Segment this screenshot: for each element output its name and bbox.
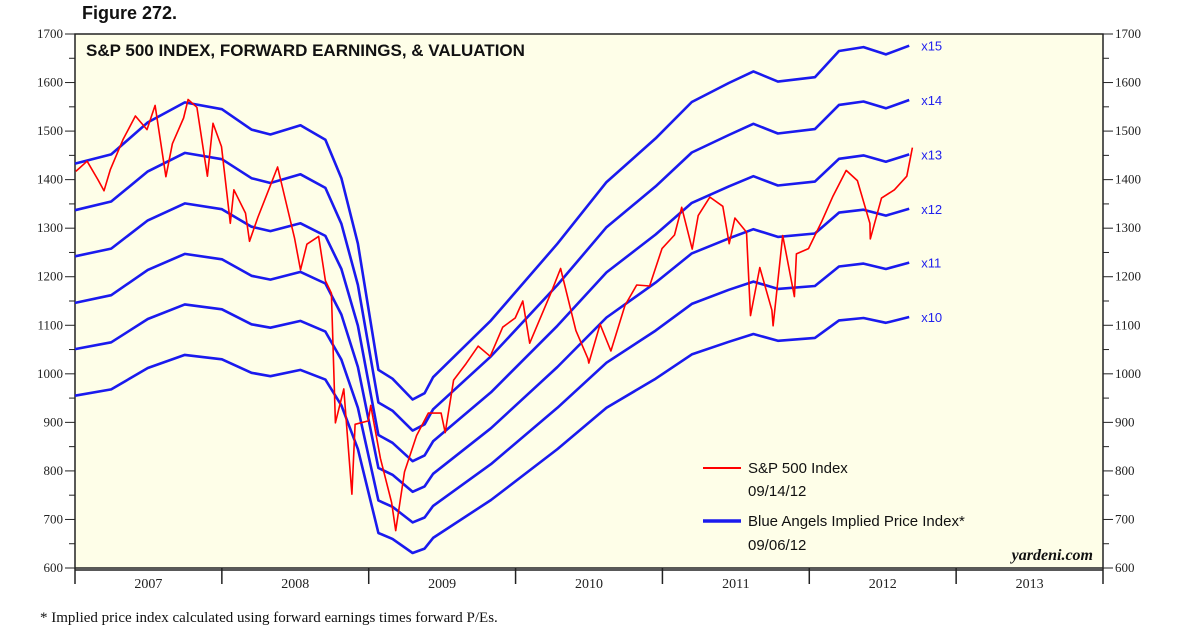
y-tick-label-left: 1200: [37, 269, 63, 284]
y-tick-label-right: 1300: [1115, 220, 1141, 235]
implied-price-lines: x10 x11 x12 x13 x14 x15: [74, 39, 942, 555]
y-tick-label-left: 900: [44, 414, 64, 429]
figure-label: Figure 272.: [82, 3, 178, 23]
multiple-label-x12: x12: [921, 202, 942, 217]
implied-line-x15: [74, 44, 910, 401]
y-tick-label-right: 700: [1115, 511, 1135, 526]
footnote: * Implied price index calculated using f…: [40, 610, 498, 626]
x-tick-label: 2013: [1016, 577, 1044, 592]
multiple-label-x13: x13: [921, 147, 942, 162]
x-tick-label: 2008: [281, 577, 309, 592]
y-tick-label-left: 1700: [37, 26, 63, 41]
sp500-line-group: [75, 98, 914, 532]
y-tick-label-right: 800: [1115, 463, 1135, 478]
x-tick-label: 2007: [134, 577, 162, 592]
sp500-line: [75, 98, 914, 532]
legend-date-sp500: 09/14/12: [748, 483, 806, 500]
x-tick-label: 2009: [428, 577, 456, 592]
y-tick-label-left: 800: [44, 463, 64, 478]
y-tick-label-right: 1200: [1115, 269, 1141, 284]
y-tick-label-left: 700: [44, 511, 64, 526]
y-tick-label-left: 1000: [37, 366, 63, 381]
y-tick-label-left: 1400: [37, 172, 63, 187]
chart: 600 600 700 700 800 800 900 900 1000 1000 1100 1100…: [37, 26, 1141, 592]
legend-label-implied: Blue Angels Implied Price Index*: [748, 513, 965, 530]
legend-date-implied: 09/06/12: [748, 537, 806, 554]
y-tick-label-right: 1100: [1115, 317, 1141, 332]
implied-line-x10: [74, 315, 910, 555]
x-tick-label: 2010: [575, 577, 603, 592]
implied-line-x13: [74, 153, 910, 463]
y-tick-label-right: 1700: [1115, 26, 1141, 41]
y-tick-label-right: 1400: [1115, 172, 1141, 187]
multiple-label-x15: x15: [921, 39, 942, 54]
legend: S&P 500 Index 09/14/12 Blue Angels Impli…: [703, 460, 965, 554]
y-tick-label-right: 1600: [1115, 75, 1141, 90]
y-tick-label-left: 1500: [37, 123, 63, 138]
x-tick-label: 2011: [722, 577, 749, 592]
x-tick-label: 2012: [869, 577, 897, 592]
y-tick-label-left: 1100: [37, 317, 63, 332]
y-tick-label-right: 900: [1115, 414, 1135, 429]
y-tick-label-right: 1500: [1115, 123, 1141, 138]
y-tick-label-left: 1300: [37, 220, 63, 235]
y-tick-label-left: 1600: [37, 75, 63, 90]
implied-line-x11: [74, 261, 910, 524]
implied-line-x12: [74, 207, 910, 494]
credit-watermark: yardeni.com: [1010, 547, 1093, 564]
multiple-label-x11: x11: [921, 256, 941, 271]
y-tick-label-right: 1000: [1115, 366, 1141, 381]
axes: 600 600 700 700 800 800 900 900 1000 1000 1100 1100…: [37, 26, 1141, 592]
multiple-label-x14: x14: [921, 93, 942, 108]
y-tick-label-left: 600: [44, 560, 64, 575]
implied-line-x14: [74, 98, 910, 432]
chart-title: S&P 500 INDEX, FORWARD EARNINGS, & VALUA…: [86, 41, 525, 60]
legend-label-sp500: S&P 500 Index: [748, 460, 848, 477]
multiple-label-x10: x10: [921, 310, 942, 325]
y-tick-label-right: 600: [1115, 560, 1135, 575]
